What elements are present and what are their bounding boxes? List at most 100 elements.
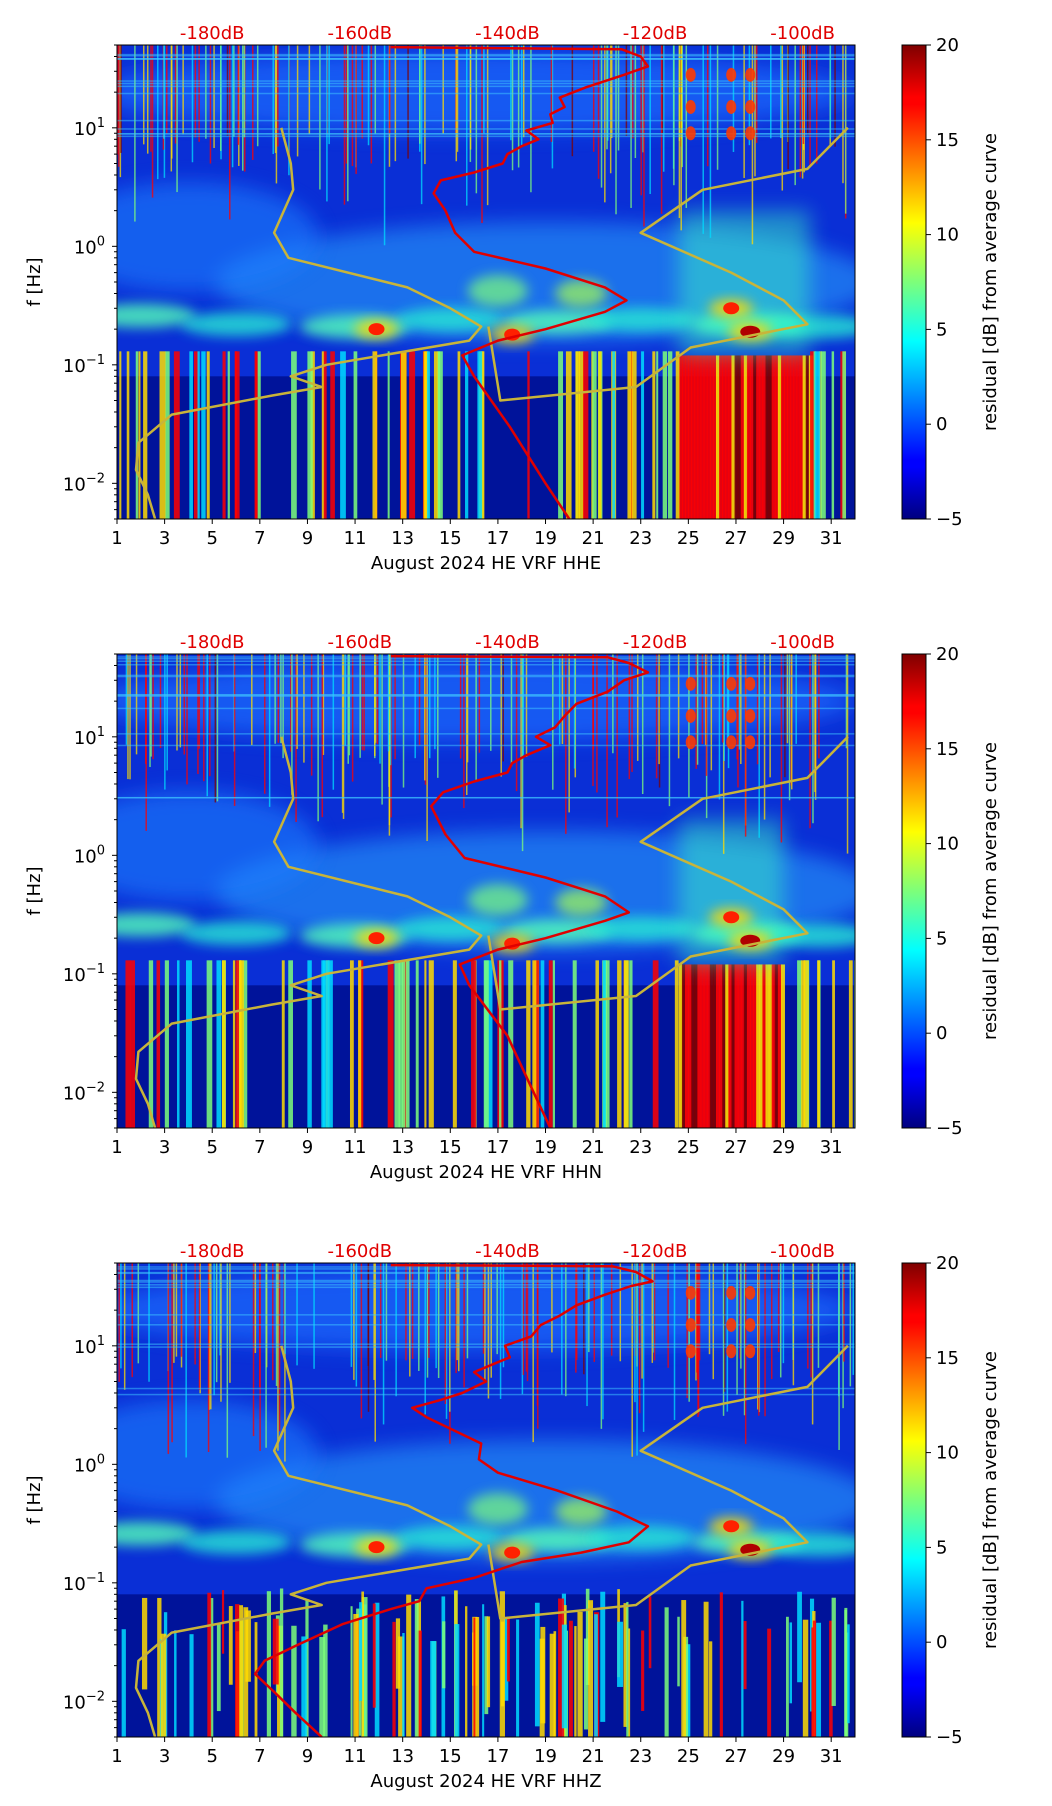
- heatmap-ridge: [467, 883, 528, 916]
- heatmap-streak: [475, 1616, 480, 1737]
- heatmap-streak: [558, 351, 564, 519]
- x-tick-label: 5: [206, 528, 217, 549]
- heatmap-streak: [330, 351, 335, 519]
- heatmap-hf-line: [194, 45, 197, 138]
- heatmap-hf-line: [678, 45, 681, 219]
- heatmap-hf-line: [348, 654, 351, 756]
- heatmap-hf-line: [532, 1263, 534, 1443]
- y-tick-label: 10−1: [63, 962, 105, 986]
- heatmap-streak: [740, 964, 745, 1128]
- heatmap-hf-line: [159, 654, 162, 748]
- heatmap-hf-line: [625, 45, 628, 137]
- heatmap-hf-line: [207, 1263, 210, 1452]
- heatmap-streak: [709, 1641, 713, 1737]
- heatmap-streak: [848, 960, 853, 1128]
- heatmap-hf-line: [487, 1263, 490, 1399]
- heatmap-hf-line: [256, 45, 259, 147]
- x-tick-label: 11: [344, 1746, 367, 1767]
- y-tick-base: 10: [63, 356, 86, 377]
- heatmap-hf-blob: [726, 99, 737, 114]
- heatmap-streak: [135, 351, 138, 519]
- heatmap-hf-line: [359, 654, 361, 758]
- x-tick-label: 17: [486, 528, 509, 549]
- y-tick-label: 10−2: [63, 471, 105, 495]
- heatmap-streak: [532, 960, 537, 1128]
- heatmap-streak: [307, 351, 313, 519]
- heatmap-ridge: [764, 1532, 855, 1557]
- heatmap-hf-line: [317, 654, 319, 822]
- heatmap-hf-line: [611, 45, 613, 138]
- heatmap-streak: [706, 355, 711, 519]
- x-tick-label: 3: [159, 1137, 170, 1158]
- heatmap-hf-line: [686, 1263, 688, 1399]
- heatmap-hf-blob: [726, 67, 737, 82]
- heatmap-hline: [117, 796, 855, 799]
- heatmap-hline: [117, 1268, 855, 1270]
- heatmap-hf-line: [374, 45, 377, 134]
- heatmap-hf-line: [275, 45, 278, 184]
- heatmap-hf-line: [166, 45, 168, 134]
- heatmap-hf-line: [424, 654, 426, 781]
- heatmap-streak: [594, 1614, 598, 1737]
- heatmap-hf-line: [361, 654, 364, 751]
- heatmap-streak: [743, 964, 748, 1128]
- heatmap-streak: [784, 355, 789, 519]
- plot-area: [117, 654, 855, 1128]
- heatmap-streak: [323, 1624, 328, 1737]
- heatmap-hf-line: [617, 45, 620, 151]
- spectrogram-panel: 1 3 5 7 9 11 13 15 17 19 21 23 25 27 29 3110−210−110010…: [24, 1241, 1001, 1792]
- heatmap-hf-line: [852, 1263, 855, 1375]
- heatmap-streak: [234, 351, 240, 519]
- heatmap-hf-line: [229, 1263, 231, 1383]
- y-tick-label: 101: [74, 725, 105, 749]
- heatmap-hf-line: [171, 45, 173, 159]
- heatmap-hline: [117, 1272, 855, 1275]
- heatmap-hf-line: [522, 45, 525, 138]
- heatmap-hf-line: [649, 45, 651, 194]
- heatmap-streak: [210, 1598, 214, 1737]
- heatmap-hf-line: [782, 1263, 785, 1364]
- heatmap-hf-line: [600, 45, 603, 188]
- heatmap-streak: [678, 355, 683, 519]
- heatmap-hline: [117, 92, 855, 95]
- heatmap-streak: [206, 351, 210, 519]
- heatmap-streak: [156, 960, 161, 1128]
- heatmap-streak: [810, 351, 816, 519]
- heatmap-streak: [691, 355, 696, 519]
- heatmap-streak: [402, 960, 406, 1128]
- heatmap-streak: [222, 351, 226, 519]
- heatmap-hf-line: [636, 654, 639, 761]
- heatmap-streak: [743, 355, 748, 519]
- y-axis-label: f [Hz]: [24, 866, 45, 915]
- heatmap-hf-line: [558, 654, 561, 745]
- heatmap-streak: [165, 351, 170, 519]
- db-scale-label: -160dB: [328, 632, 393, 653]
- heatmap-hf-blob: [745, 126, 756, 141]
- heatmap-hf-line: [296, 45, 299, 157]
- heatmap-hf-line: [522, 1263, 525, 1376]
- heatmap-hf-line: [402, 654, 405, 788]
- heatmap-hf-blob: [745, 708, 756, 723]
- heatmap-streak: [534, 1602, 540, 1727]
- heatmap-hf-line: [379, 1263, 382, 1358]
- heatmap-hf-line: [233, 45, 235, 137]
- heatmap-hf-line: [353, 1263, 355, 1380]
- heatmap-hf-line: [736, 654, 738, 760]
- colorbar-tick-label: 5: [936, 928, 947, 949]
- colorbar-tick-label: −5: [936, 1118, 963, 1139]
- heatmap-streak: [548, 960, 553, 1128]
- heatmap-hf-line: [490, 654, 492, 751]
- heatmap-hf-line: [137, 1263, 140, 1364]
- heatmap-hf-line: [284, 1263, 286, 1354]
- heatmap-streak: [577, 1611, 583, 1737]
- heatmap-hf-line: [586, 1263, 588, 1407]
- x-tick-label: 9: [302, 528, 313, 549]
- heatmap-streak: [821, 351, 826, 519]
- heatmap-streak: [740, 355, 745, 519]
- x-tick-label: 3: [159, 1746, 170, 1767]
- heatmap-hf-line: [787, 45, 789, 170]
- heatmap-hf-line: [530, 45, 532, 193]
- heatmap-ridge: [502, 918, 613, 943]
- heatmap-hf-line: [812, 654, 814, 824]
- heatmap-hf-line: [264, 654, 266, 794]
